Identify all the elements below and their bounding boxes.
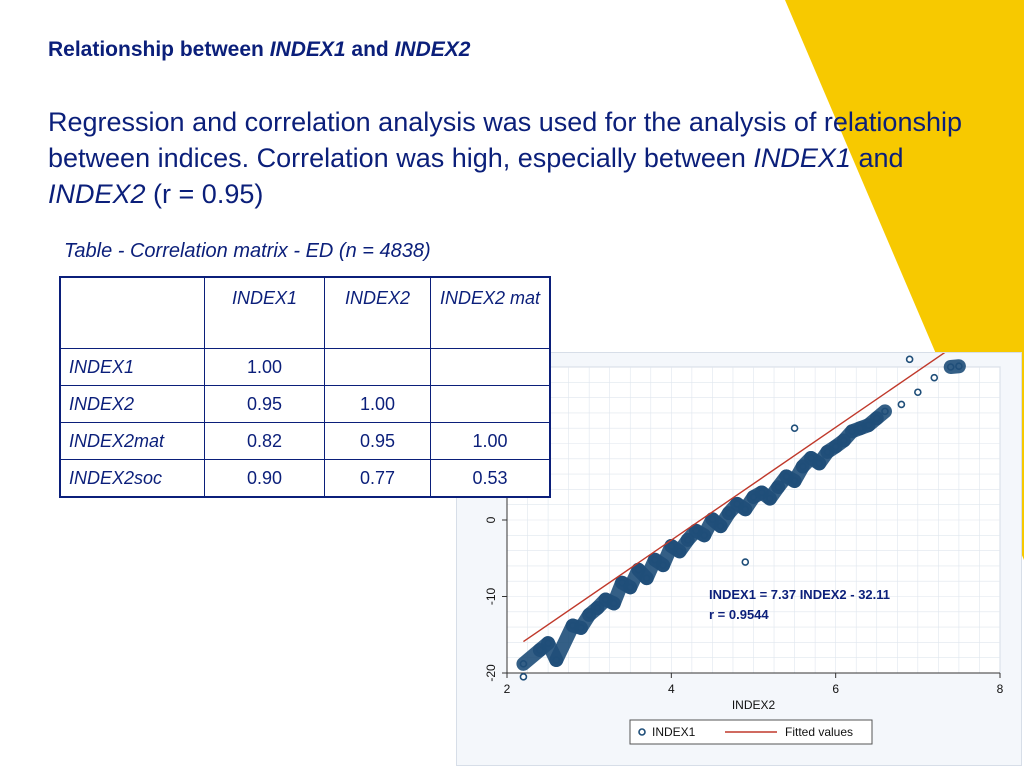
table-cell: 0.77 — [324, 459, 431, 498]
x-tick-label: 2 — [504, 682, 511, 696]
x-tick-label: 4 — [668, 682, 675, 696]
table-row: INDEX1 1.00 — [59, 348, 551, 386]
table-caption: Table - Correlation matrix - ED (n = 483… — [64, 240, 431, 262]
table-cell — [430, 385, 551, 423]
body-paragraph: Regression and correlation analysis was … — [48, 104, 978, 212]
body-var2: INDEX2 — [48, 179, 146, 209]
table-header-cell: INDEX1 — [204, 276, 325, 349]
title-var2: INDEX2 — [394, 38, 471, 61]
y-tick-label: 0 — [484, 516, 498, 523]
x-axis-label: INDEX2 — [732, 698, 776, 712]
slide-title: Relationship between INDEX1 and INDEX2 — [48, 38, 470, 62]
table-cell: 0.95 — [204, 385, 325, 423]
table-cell: 1.00 — [324, 385, 431, 423]
y-tick-label: -10 — [484, 588, 498, 606]
legend-marker — [638, 728, 646, 736]
legend-label-index1: INDEX1 — [652, 725, 696, 739]
table-row: INDEX2 0.95 1.00 — [59, 385, 551, 423]
table-cell: 1.00 — [430, 422, 551, 460]
row-label: INDEX2mat — [59, 422, 205, 460]
data-point-cluster — [869, 404, 892, 426]
legend-label-fitted: Fitted values — [785, 725, 853, 739]
title-text: Relationship between — [48, 38, 270, 61]
table-header-cell: INDEX2 — [324, 276, 431, 349]
row-label: INDEX2 — [59, 385, 205, 423]
row-label: INDEX2soc — [59, 459, 205, 498]
data-point — [905, 355, 914, 364]
table-header-cell: INDEX2 mat — [430, 276, 551, 349]
data-point — [790, 424, 799, 432]
table-cell: 0.90 — [204, 459, 325, 498]
table-cell — [324, 348, 431, 386]
x-tick-label: 8 — [997, 682, 1004, 696]
body-and: and — [850, 143, 904, 173]
table-cell — [430, 348, 551, 386]
table-cell: 1.00 — [204, 348, 325, 386]
table-cell: 0.95 — [324, 422, 431, 460]
data-point — [914, 388, 922, 397]
table-cell: 0.53 — [430, 459, 551, 498]
data-point — [519, 673, 528, 681]
scatter-chart: 2 4 6 8 -20 -10 0 INDEX2 INDEX1 = 7.37 INDEX2 - … — [456, 352, 1022, 766]
title-mid: and — [345, 38, 395, 61]
body-text: Regression and correlation analysis was … — [48, 107, 962, 173]
row-label: INDEX1 — [59, 348, 205, 386]
data-point — [897, 400, 906, 409]
regression-equation: INDEX1 = 7.37 INDEX2 - 32.11 — [709, 587, 890, 602]
body-suffix: (r = 0.95) — [145, 179, 264, 209]
data-point-cluster — [943, 359, 966, 374]
table-row: INDEX2mat 0.82 0.95 1.00 — [59, 422, 551, 460]
fitted-line — [523, 353, 946, 643]
correlation-table: INDEX1 INDEX2 INDEX2 mat INDEX1 1.00 IND… — [59, 276, 551, 498]
x-tick-label: 6 — [832, 682, 839, 696]
table-header-cell — [59, 276, 205, 349]
data-point — [930, 373, 939, 382]
correlation-annotation: r = 0.9544 — [709, 607, 769, 622]
chart-svg: 2 4 6 8 -20 -10 0 INDEX2 INDEX1 = 7.37 INDEX2 - … — [484, 353, 1004, 745]
title-var1: INDEX1 — [269, 38, 346, 61]
table-cell: 0.82 — [204, 422, 325, 460]
y-tick-label: -20 — [484, 664, 498, 682]
data-point — [741, 558, 750, 566]
table-row: INDEX2soc 0.90 0.77 0.53 — [59, 459, 551, 498]
table-header-row: INDEX1 INDEX2 INDEX2 mat — [59, 276, 551, 349]
body-var1: INDEX1 — [753, 143, 851, 173]
